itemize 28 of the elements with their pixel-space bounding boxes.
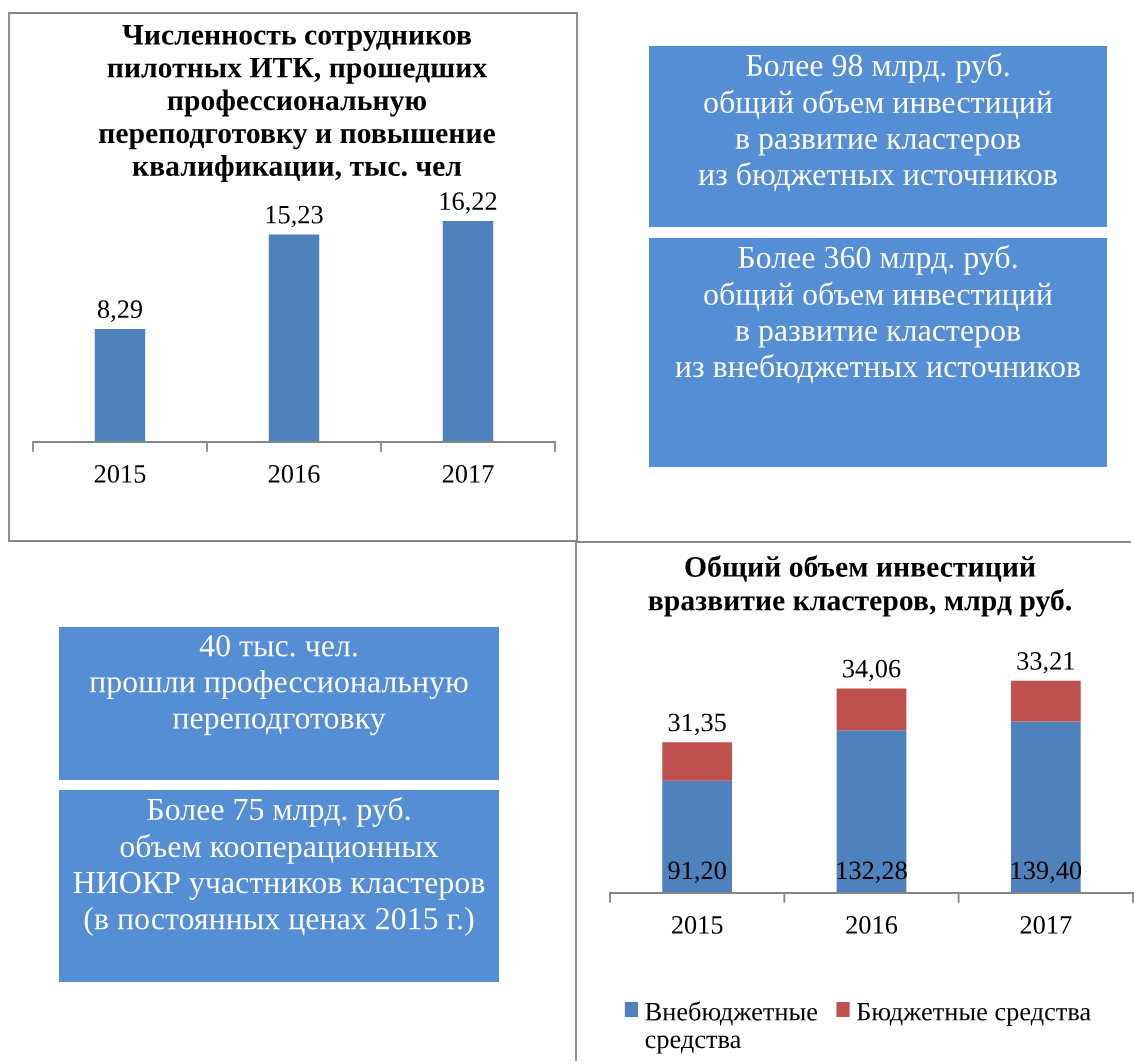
data-label: 16,22 bbox=[440, 192, 497, 214]
bar bbox=[836, 688, 907, 731]
x-tick-label: 2015 bbox=[671, 915, 723, 934]
x-tick-label: 2015 bbox=[94, 464, 146, 483]
text: Более 75 млрд. руб. объем кооперационных НИОКР участников кластеров (в постоянных ценах 2015 г.) bbox=[73, 797, 485, 936]
bar bbox=[1010, 721, 1081, 893]
bar bbox=[662, 780, 733, 893]
text: Более 360 млрд. руб. общий объем инвестиций в развитие кластеров из внебюджетных источников bbox=[675, 245, 1081, 384]
data-label: 91,20 bbox=[668, 861, 726, 884]
chart-title: Численность сотрудников пилотных ИТК, прошедших профессиональную переподготовку и повышение квалификации, тыс. чел bbox=[98, 25, 495, 183]
x-tick-label: 2017 bbox=[1020, 915, 1072, 934]
data-label: 15,23 bbox=[266, 205, 323, 228]
legend-label: Внебюджетные средства bbox=[645, 1001, 818, 1054]
data-label: 8,29 bbox=[97, 300, 143, 322]
text: Более 98 млрд. руб. общий объем инвестиций в развитие кластеров из бюджетных источников bbox=[698, 53, 1057, 192]
data-label: 34,06 bbox=[843, 659, 901, 682]
data-label: 33,21 bbox=[1017, 652, 1074, 674]
data-label: 139,40 bbox=[1011, 861, 1082, 884]
bar bbox=[662, 742, 733, 781]
text: 40 тыс. чел. прошли профессиональную переподготовку bbox=[89, 634, 468, 736]
x-tick-label: 2016 bbox=[846, 915, 898, 934]
bar bbox=[1010, 680, 1081, 722]
legend-label: Бюджетные средства bbox=[856, 1003, 1091, 1026]
bar bbox=[836, 730, 907, 893]
x-tick-label: 2017 bbox=[442, 464, 494, 483]
chart-title: Общий объем инвестиций вразвитие кластеров, млрд руб. bbox=[648, 555, 1071, 617]
x-tick-label: 2016 bbox=[268, 464, 320, 483]
data-label: 31,35 bbox=[668, 713, 726, 736]
